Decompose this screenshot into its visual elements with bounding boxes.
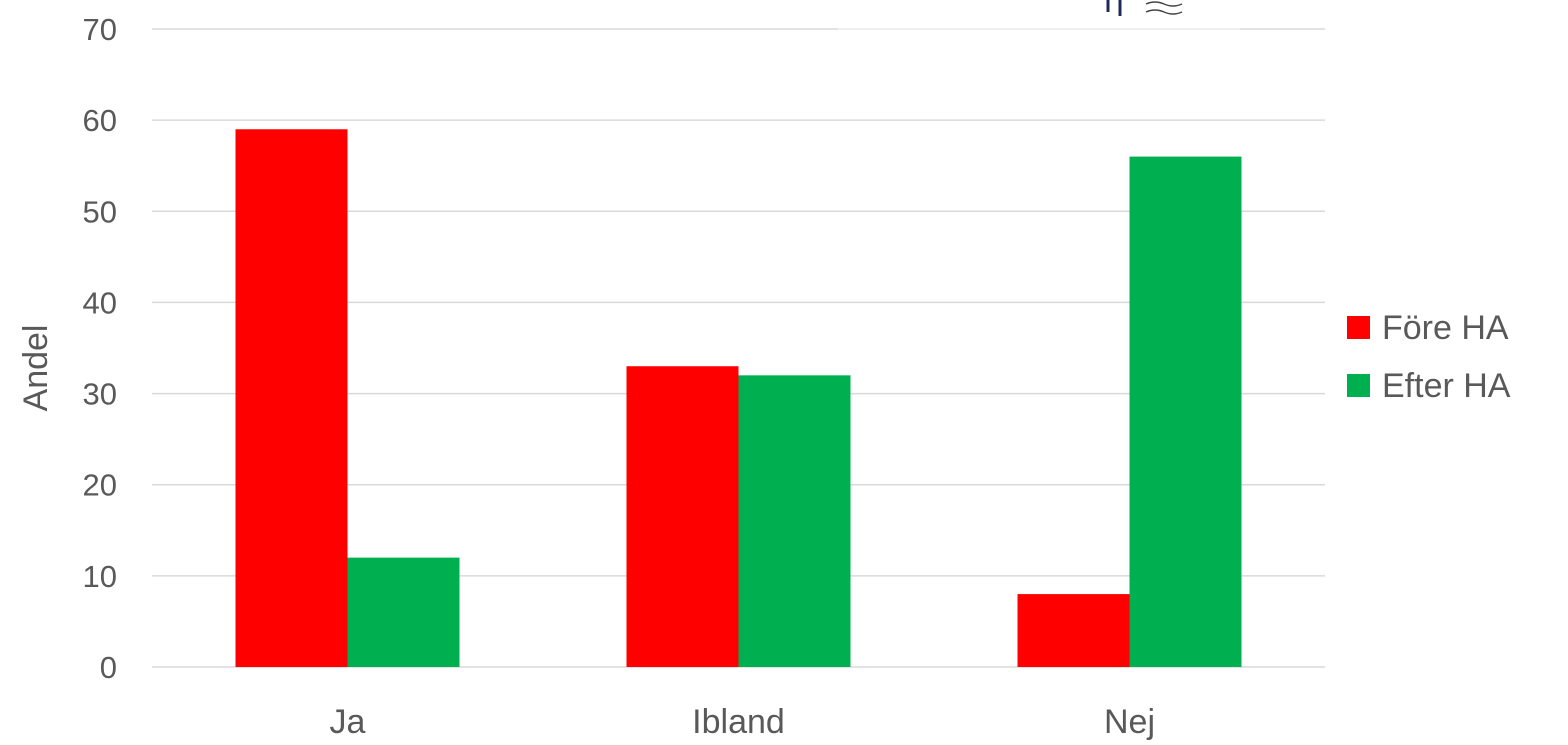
y-tick-label: 70	[83, 12, 117, 47]
bar-efter-ha-nej	[1129, 156, 1242, 667]
bars	[235, 129, 1242, 667]
y-tick-label: 0	[100, 650, 117, 685]
x-axis-category-labels: Ja Ibland Nej	[330, 703, 1155, 741]
legend-label: Efter HA	[1382, 367, 1511, 405]
y-tick-label: 10	[83, 559, 117, 594]
bar-f-re-ha-nej	[1017, 594, 1130, 667]
y-axis-tick-labels: 0 10 20 30 40 50 60 70	[83, 12, 117, 685]
y-tick-label: 20	[83, 468, 117, 503]
y-tick-label: 60	[83, 103, 117, 138]
bar-efter-ha-ja	[347, 557, 460, 667]
bar-f-re-ha-ibland	[626, 366, 739, 667]
bar-efter-ha-ibland	[738, 375, 851, 667]
legend-swatch	[1347, 316, 1370, 339]
cropped-graphic-fragment	[838, 0, 1240, 30]
bar-f-re-ha-ja	[235, 129, 348, 667]
x-category-label: Ibland	[692, 703, 785, 741]
y-tick-label: 40	[83, 285, 117, 320]
legend: Före HA Efter HA	[1347, 309, 1511, 405]
legend-swatch	[1347, 374, 1370, 397]
y-axis-title: Andel	[17, 325, 55, 412]
x-category-label: Ja	[330, 703, 366, 741]
y-tick-label: 50	[83, 194, 117, 229]
legend-label: Före HA	[1382, 309, 1509, 347]
x-category-label: Nej	[1104, 703, 1155, 741]
y-tick-label: 30	[83, 377, 117, 412]
